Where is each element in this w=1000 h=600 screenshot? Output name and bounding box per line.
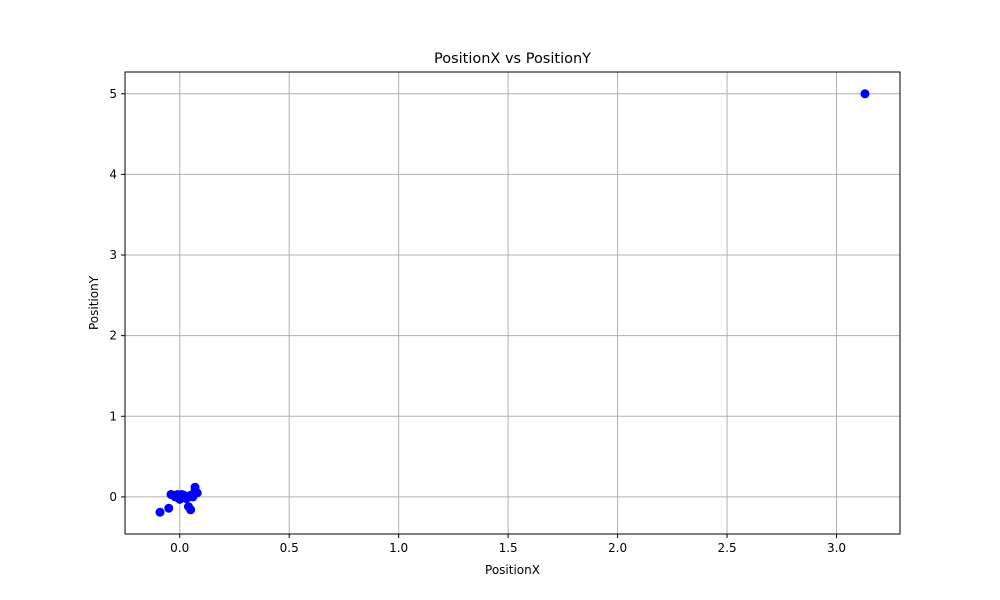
x-axis-title: PositionX bbox=[485, 563, 540, 577]
y-axis-title: PositionY bbox=[87, 275, 101, 330]
data-point bbox=[177, 491, 187, 501]
y-tick-label: 5 bbox=[109, 87, 117, 101]
x-tick-label: 2.0 bbox=[608, 541, 627, 555]
data-point bbox=[155, 507, 165, 517]
x-tick-label: 1.0 bbox=[389, 541, 408, 555]
data-points bbox=[155, 89, 870, 517]
y-tick-label: 1 bbox=[109, 409, 117, 423]
x-tick-label: 3.0 bbox=[827, 541, 846, 555]
chart-title: PositionX vs PositionY bbox=[434, 51, 591, 67]
data-point bbox=[860, 89, 870, 99]
x-tick-label: 2.5 bbox=[718, 541, 737, 555]
plot-frame bbox=[124, 71, 901, 535]
x-tick-label: 0.5 bbox=[280, 541, 299, 555]
y-tick-label: 3 bbox=[109, 248, 117, 262]
y-tick-label: 2 bbox=[109, 329, 117, 343]
y-tick-label: 4 bbox=[109, 167, 117, 181]
data-point bbox=[164, 503, 174, 513]
ticks: 0.0 0.5 1.0 1.5 2.0 2.5 3.0 0 1 2 3 4 5 bbox=[109, 87, 846, 555]
data-point bbox=[192, 488, 202, 498]
y-tick-label: 0 bbox=[109, 490, 117, 504]
x-tick-label: 0.0 bbox=[170, 541, 189, 555]
x-tick-label: 1.5 bbox=[499, 541, 518, 555]
grid bbox=[125, 72, 900, 534]
data-point bbox=[186, 505, 196, 515]
